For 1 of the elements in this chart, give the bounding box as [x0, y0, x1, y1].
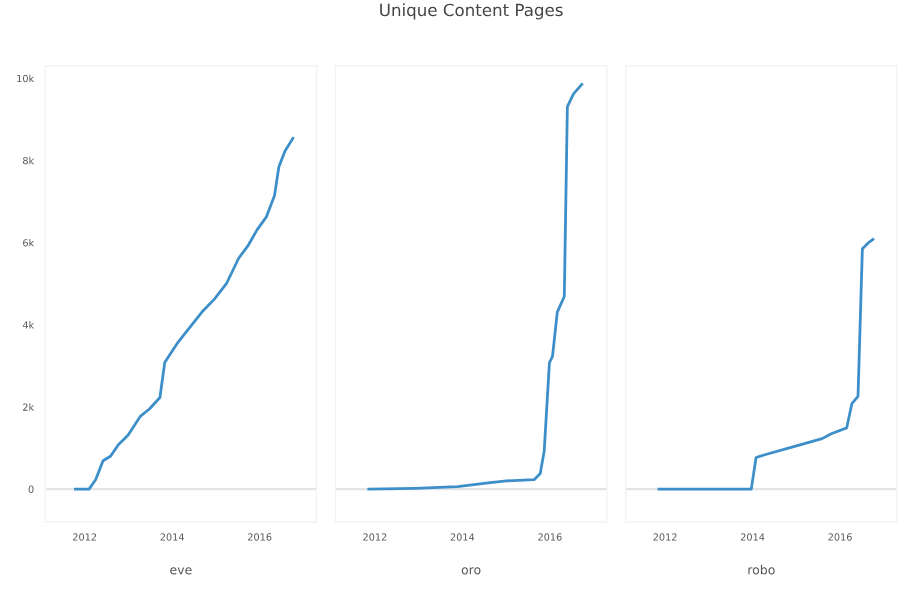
chart-title: Unique Content Pages: [380, 3, 563, 20]
